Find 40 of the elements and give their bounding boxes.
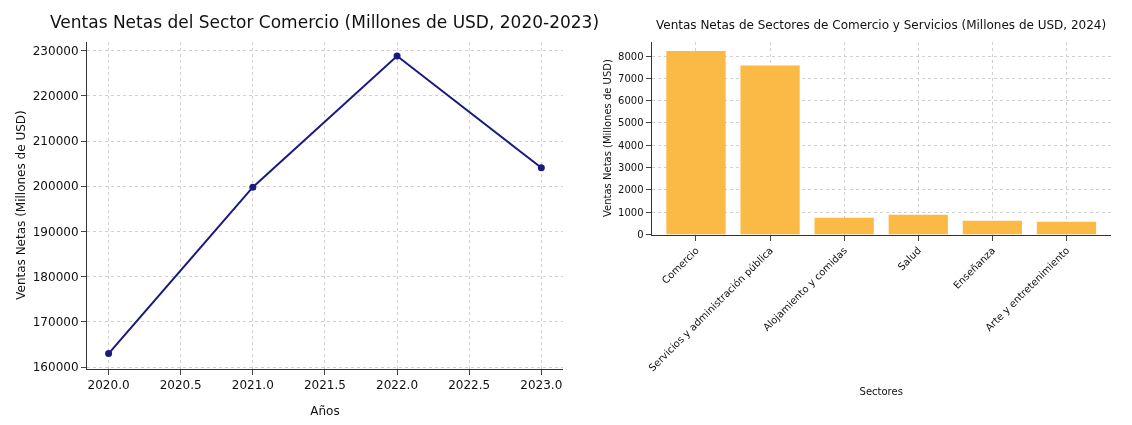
x-tick-label: 2021.0 <box>231 377 274 392</box>
y-tick-label: 170000 <box>32 315 79 330</box>
bar <box>666 50 726 235</box>
bar <box>814 217 874 235</box>
y-tick-label: 200000 <box>32 179 79 194</box>
y-tick-label: 1000 <box>618 206 644 218</box>
y-axis-title: Ventas Netas (Millones de USD) <box>602 59 614 217</box>
x-tick-label: 2022.0 <box>376 377 419 392</box>
y-tick-label: 7000 <box>618 72 644 84</box>
bar <box>1036 221 1097 235</box>
bar <box>962 220 1023 235</box>
chart-title: Ventas Netas de Sectores de Comercio y Servicios (Millones de USD, 2024) <box>656 18 1107 32</box>
y-tick-label: 8000 <box>618 50 644 62</box>
y-tick-label: 2000 <box>618 184 644 196</box>
y-tick-label: 6000 <box>618 95 644 107</box>
y-tick-label: 5000 <box>618 117 644 129</box>
y-tick-label: 0 <box>637 229 644 241</box>
x-tick-label: 2023.0 <box>520 377 563 392</box>
bar <box>888 214 948 235</box>
y-tick-label: 180000 <box>32 269 79 284</box>
x-tick-label: 2022.5 <box>448 377 491 392</box>
y-axis-title: Ventas Netas (Millones de USD) <box>14 110 29 300</box>
y-tick-label: 3000 <box>618 162 644 174</box>
y-tick-label: 190000 <box>32 224 79 239</box>
y-tick-label: 230000 <box>32 43 79 58</box>
x-tick-label: 2020.5 <box>159 377 202 392</box>
y-tick-label: 4000 <box>618 139 644 151</box>
point <box>393 52 401 60</box>
x-axis-title: Sectores <box>859 385 903 397</box>
x-axis-title: Años <box>310 403 340 418</box>
y-tick-label: 160000 <box>32 360 79 375</box>
x-tick-label: 2020.0 <box>87 377 130 392</box>
bar <box>740 65 800 235</box>
chart-title: Ventas Netas del Sector Comercio (Millones de USD, 2020-2023) <box>50 12 600 32</box>
point <box>105 350 113 358</box>
point <box>537 164 545 172</box>
point <box>249 183 257 191</box>
y-tick-label: 210000 <box>32 134 79 149</box>
x-tick-label: 2021.5 <box>303 377 346 392</box>
y-tick-label: 220000 <box>32 89 79 103</box>
